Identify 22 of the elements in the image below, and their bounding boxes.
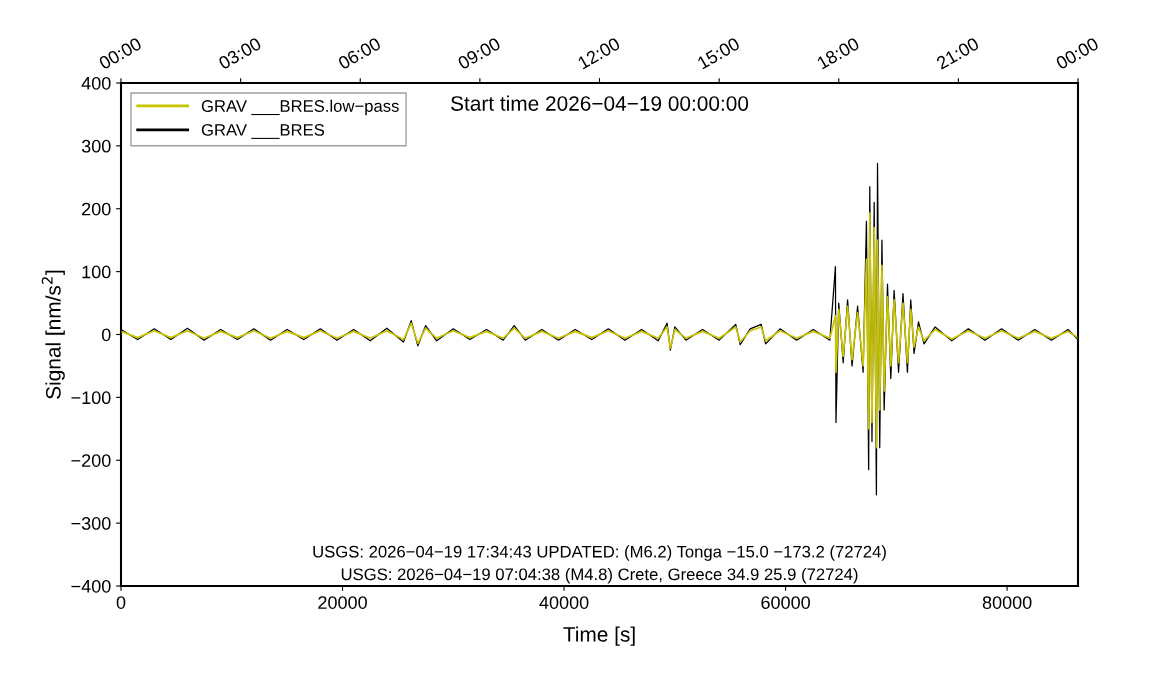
annotation: USGS: 2026−04−19 17:34:43 UPDATED: (M6.2) Tonga −15.0 −173.2 (72724) [313,545,886,561]
x-tick-label: 80000 [982,596,1032,609]
x-tick-label: 60000 [761,596,810,609]
y-tick-label: 0 [101,328,111,342]
chart-title: Start time 2026−04−19 00:00:00 [451,95,749,111]
x-tick-label: 20000 [318,596,367,609]
y-axis-title: Signal [nm/s$^{2}$] [41,270,65,399]
y-tick-label: 400 [81,76,111,90]
y-tick-label: −200 [71,454,111,467]
y-tick-label: 300 [81,139,111,153]
legend-label: GRAV ___BRES [201,123,325,139]
y-tick-label: 100 [82,265,111,279]
y-tick-label: −100 [71,391,111,405]
y-tick-label: 200 [82,202,111,216]
x-axis-title: Time [s] [563,626,635,646]
y-tick-label: −300 [71,517,111,530]
annotation: USGS: 2026−04−19 07:04:38 (M4.8) Crete, Greece 34.9 25.9 (72724) [341,567,858,584]
x-tick-label: 40000 [539,596,589,609]
y-tick-label: −400 [71,579,111,593]
x-tick-label: 0 [116,596,126,609]
legend-label: GRAV ___BRES.low−pass [201,99,399,116]
line-series [121,212,1078,449]
